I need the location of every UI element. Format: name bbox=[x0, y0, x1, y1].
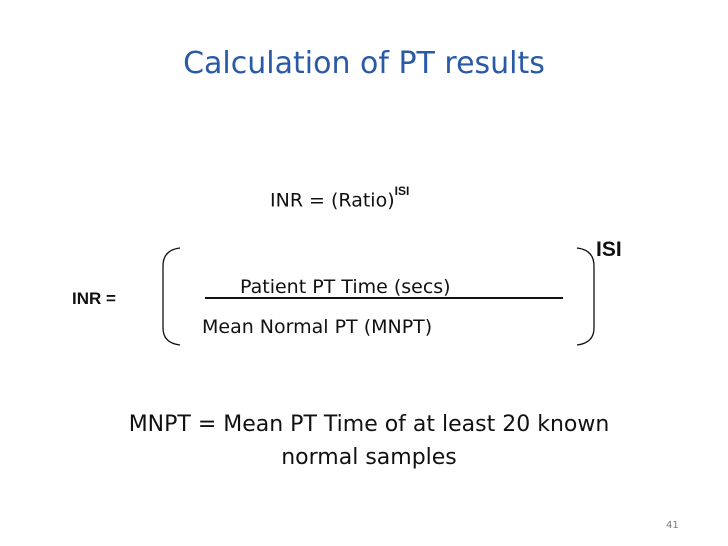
fraction-denominator: Mean Normal PT (MNPT) bbox=[202, 316, 433, 338]
page-number: 41 bbox=[666, 520, 679, 531]
fraction-bar bbox=[205, 297, 563, 299]
left-parenthesis bbox=[162, 247, 181, 346]
inr-ratio-formula: INR = (Ratio)ISI bbox=[270, 184, 409, 212]
slide-title: Calculation of PT results bbox=[183, 46, 545, 81]
inr-equals-label: INR = bbox=[72, 289, 116, 308]
isi-exponent-label: ISI bbox=[596, 238, 622, 261]
fraction-numerator: Patient PT Time (secs) bbox=[240, 276, 451, 298]
mnpt-definition: MNPT = Mean PT Time of at least 20 known… bbox=[79, 408, 659, 474]
mnpt-definition-line1: MNPT = Mean PT Time of at least 20 known bbox=[128, 412, 610, 437]
mnpt-definition-line2: normal samples bbox=[281, 445, 457, 470]
formula-superscript: ISI bbox=[394, 184, 410, 198]
formula-main-text: INR = (Ratio) bbox=[270, 189, 395, 212]
right-parenthesis bbox=[576, 247, 595, 346]
